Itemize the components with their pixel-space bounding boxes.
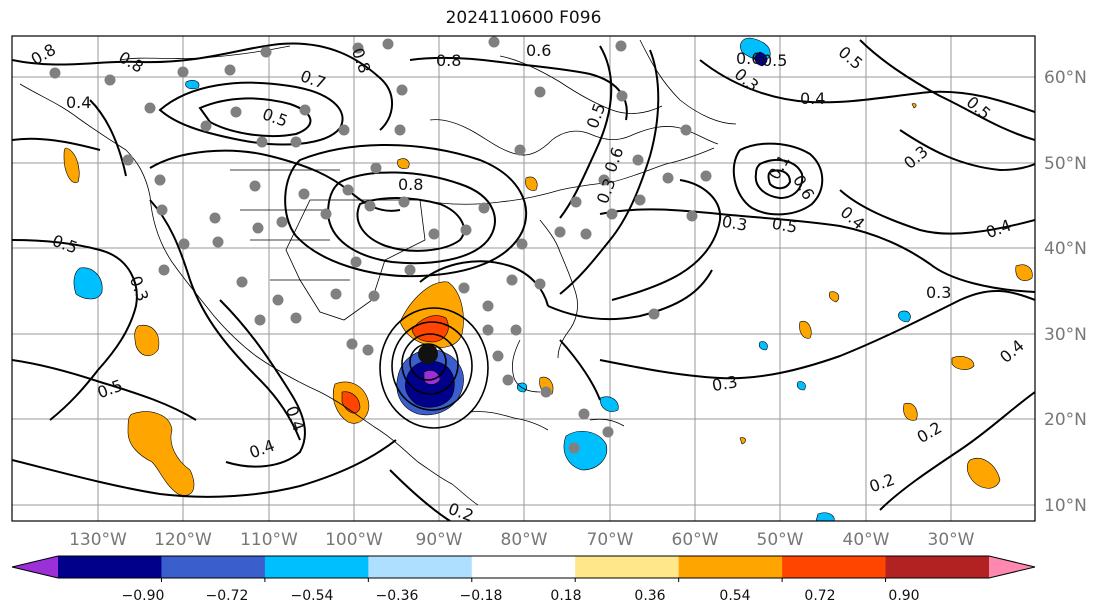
lon-label: 30°W <box>928 530 975 550</box>
colorbar-segment <box>161 556 266 578</box>
coastlines <box>19 39 737 506</box>
colorbar-tick-label: 0.54 <box>719 588 750 604</box>
contour-label: 0.3 <box>711 372 739 395</box>
contour-label: 0.5 <box>762 51 787 70</box>
lon-label: 40°W <box>843 530 890 550</box>
colorbar-segment <box>264 556 369 578</box>
colorbar-tick-label: 0.36 <box>634 588 665 604</box>
filled-anomalies <box>63 37 1033 521</box>
lon-label: 100°W <box>325 530 383 550</box>
lat-label: 20°N <box>1044 410 1087 430</box>
longitude-labels: 130°W 120°W 110°W 100°W 90°W 80°W 70°W 6… <box>69 530 975 550</box>
lon-label: 60°W <box>672 530 719 550</box>
colorbar-tick-label: −0.18 <box>460 588 503 604</box>
colorbar-segment <box>678 556 783 578</box>
colorbar-tick-label: 0.72 <box>804 588 835 604</box>
lat-label: 30°N <box>1044 325 1087 345</box>
colorbar-segment <box>368 556 473 578</box>
colorbar-segment <box>575 556 680 578</box>
chart-title: 2024110600 F096 <box>445 8 602 28</box>
contour-label: 0.2 <box>446 499 476 526</box>
map-frame <box>11 35 1036 522</box>
colorbar-tick-label: −0.90 <box>122 588 165 604</box>
colorbar <box>11 555 1036 582</box>
colorbar-segment <box>471 556 576 578</box>
contour-label: 0.6 <box>736 49 761 68</box>
station-markers <box>49 36 712 454</box>
lat-label: 60°N <box>1044 68 1087 88</box>
colorbar-tick-label: −0.36 <box>376 588 419 604</box>
contour-label: 0.6 <box>526 41 551 60</box>
contour-label: 0.8 <box>398 175 423 194</box>
lon-label: 70°W <box>587 530 634 550</box>
lat-label: 50°N <box>1044 154 1087 174</box>
colorbar-ticks: −0.90 −0.72 −0.54 −0.36 −0.18 0.18 0.36 … <box>122 588 920 604</box>
contour-label: 0.4 <box>66 93 91 112</box>
colorbar-outline <box>11 555 1036 579</box>
colorbar-extend-low <box>12 556 58 578</box>
colorbar-tick-label: 0.90 <box>888 588 919 604</box>
colorbar-segment <box>885 556 990 578</box>
lon-label: 110°W <box>240 530 298 550</box>
colorbar-tick-label: −0.54 <box>291 588 334 604</box>
lat-label: 40°N <box>1044 239 1087 259</box>
colorbar-tick-label: 0.18 <box>550 588 581 604</box>
contour-label: 0.3 <box>720 212 748 235</box>
colorbar-segment <box>58 556 162 578</box>
colorbar-tick-label: −0.72 <box>206 588 249 604</box>
contour-label: 0.4 <box>800 89 825 108</box>
contour-label: 0.3 <box>926 283 951 302</box>
lon-label: 90°W <box>416 530 463 550</box>
contour-label: 0.8 <box>436 51 461 70</box>
lon-label: 120°W <box>154 530 212 550</box>
lon-label: 130°W <box>69 530 127 550</box>
storm-contours <box>379 307 489 429</box>
lon-label: 80°W <box>501 530 548 550</box>
latitude-labels: 60°N 50°N 40°N 30°N 20°N 10°N <box>1044 68 1087 516</box>
colorbar-segment <box>782 556 887 578</box>
storm-center <box>418 344 438 364</box>
lat-label: 10°N <box>1044 496 1087 516</box>
contour-label: 0.5 <box>770 214 798 237</box>
lon-label: 50°W <box>757 530 804 550</box>
colorbar-extend-high <box>989 556 1035 578</box>
